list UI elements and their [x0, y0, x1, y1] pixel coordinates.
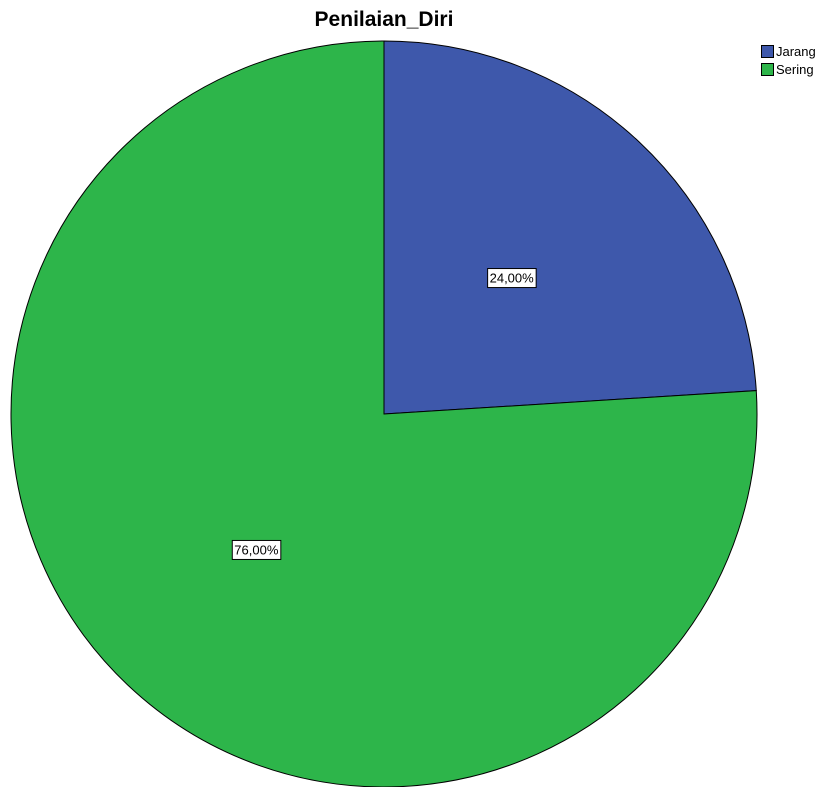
data-label-text-jarang: 24,00% — [490, 271, 535, 286]
data-label-sering: 76,00% — [231, 539, 282, 560]
pie-slice-sering — [10, 40, 758, 787]
pie-slices — [10, 40, 758, 787]
legend-item-sering: Sering — [761, 61, 816, 77]
pie-slice-jarang — [383, 40, 757, 415]
data-label-box-sering — [231, 539, 282, 560]
data-label-jarang: 24,00% — [487, 268, 537, 289]
chart-title: Penilaian_Diri — [314, 8, 454, 31]
legend-item-jarang: Jarang — [761, 43, 816, 59]
data-label-text-sering: 76,00% — [234, 542, 279, 557]
legend-label-sering: Sering — [776, 61, 814, 77]
legend-label-jarang: Jarang — [776, 43, 816, 59]
chart-legend: Jarang Sering — [761, 43, 816, 79]
pie-data-labels: 24,00% 76,00% — [231, 268, 537, 560]
legend-swatch-sering — [761, 62, 774, 76]
data-label-box-jarang — [487, 268, 537, 289]
legend-swatch-jarang — [761, 44, 774, 58]
